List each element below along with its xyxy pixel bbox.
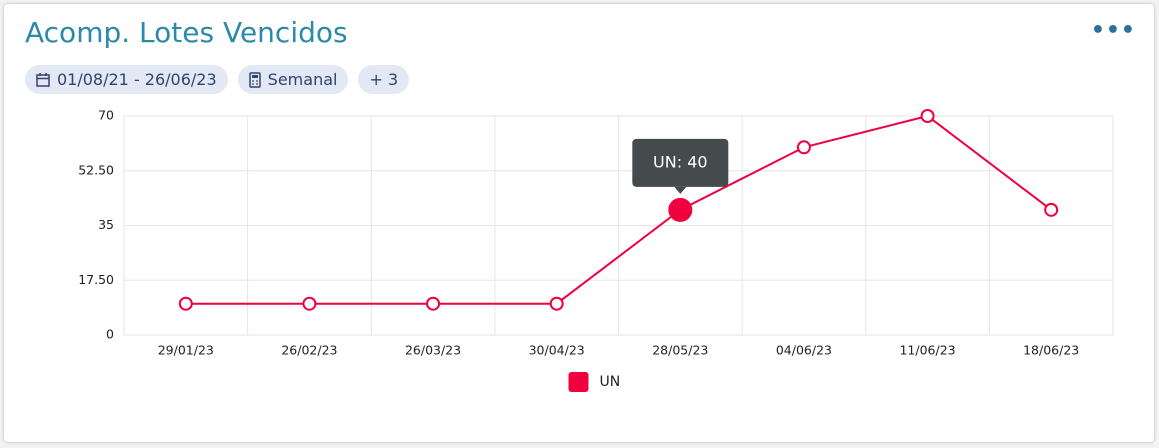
- period-chip[interactable]: Semanal: [237, 65, 349, 94]
- x-tick-label: 04/06/23: [776, 343, 832, 358]
- data-point: [178, 296, 193, 311]
- data-point: [668, 197, 693, 222]
- series-line: [185, 114, 1052, 305]
- calculator-icon: [248, 71, 261, 88]
- x-tick-label: 18/06/23: [1023, 343, 1079, 358]
- calendar-icon: [36, 73, 50, 87]
- x-tick-label: 26/02/23: [281, 343, 337, 358]
- x-tick-label: 30/04/23: [529, 343, 585, 358]
- tooltip-text: UN: 40: [653, 152, 708, 171]
- more-chip[interactable]: + 3: [358, 65, 410, 94]
- data-point: [549, 296, 564, 311]
- filter-chips: 01/08/21 - 26/06/23 Semanal + 3: [25, 65, 410, 94]
- tooltip-arrow: [674, 186, 687, 194]
- y-tick-label: 70: [98, 108, 114, 123]
- y-tick-label: 0: [106, 327, 114, 342]
- tooltip: UN: 40: [632, 138, 729, 194]
- data-point: [796, 140, 811, 155]
- x-tick-label: 11/06/23: [899, 343, 955, 358]
- y-tick-label: 35: [98, 217, 114, 232]
- legend-swatch: [568, 372, 589, 392]
- chip-text: Semanal: [267, 70, 338, 89]
- data-point: [1044, 202, 1059, 217]
- x-tick-label: 28/05/23: [652, 343, 708, 358]
- chip-text: 01/08/21 - 26/06/23: [57, 70, 217, 89]
- widget-card: Acomp. Lotes Vencidos ••• 01/08/21 - 26/…: [4, 4, 1154, 442]
- data-point: [426, 296, 441, 311]
- date-chip[interactable]: 01/08/21 - 26/06/23: [25, 65, 228, 94]
- data-point: [302, 296, 317, 311]
- tooltip-box: [632, 138, 729, 187]
- y-tick-label: 17.50: [78, 272, 114, 287]
- y-tick-label: 52.50: [78, 162, 114, 177]
- widget-title: Acomp. Lotes Vencidos: [25, 16, 348, 49]
- legend-label: UN: [600, 374, 621, 390]
- chip-text: + 3: [369, 70, 399, 89]
- data-point: [920, 109, 935, 123]
- x-tick-label: 29/01/23: [158, 343, 214, 358]
- x-tick-label: 26/03/23: [405, 343, 461, 358]
